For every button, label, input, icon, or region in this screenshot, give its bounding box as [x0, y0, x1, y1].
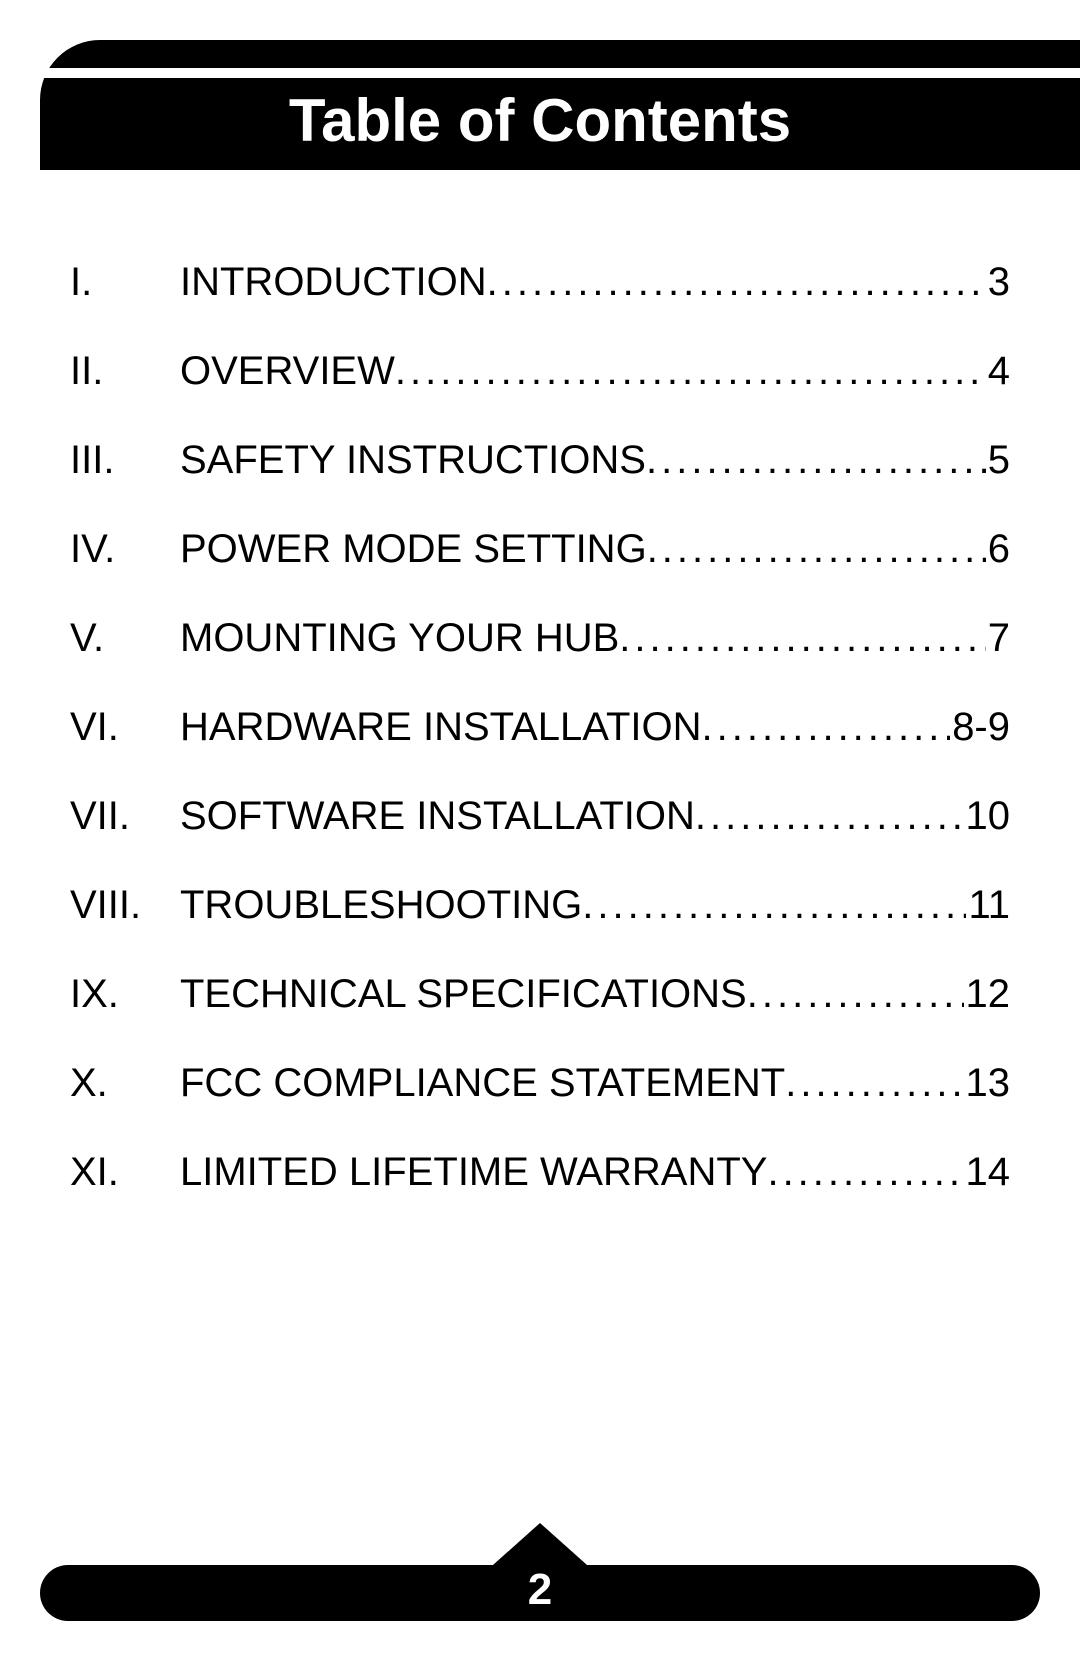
toc-leader [767, 1150, 963, 1195]
toc-numeral: III. [70, 438, 180, 483]
toc-leader [646, 438, 986, 483]
toc-entry: VIII. TROUBLESHOOTING 11 [70, 883, 1010, 928]
toc-entry: X. FCC COMPLIANCE STATEMENT 13 [70, 1061, 1010, 1106]
toc-title: INTRODUCTION [180, 260, 487, 305]
toc-numeral: VI. [70, 705, 180, 750]
toc-page: 11 [966, 883, 1010, 928]
toc-page: 10 [964, 794, 1011, 839]
toc-title: SOFTWARE INSTALLATION [180, 794, 695, 839]
toc-page: 13 [964, 1061, 1011, 1106]
toc-title: POWER MODE SETTING [180, 527, 647, 572]
toc-numeral: X. [70, 1061, 180, 1106]
toc-leader [487, 260, 986, 305]
toc-numeral: VIII. [70, 883, 180, 928]
toc-numeral: VII. [70, 794, 180, 839]
toc-page: 5 [986, 438, 1010, 483]
toc-entry: IX. TECHNICAL SPECIFICATIONS 12 [70, 972, 1010, 1017]
toc-numeral: IV. [70, 527, 180, 572]
toc-title: TROUBLESHOOTING [180, 883, 582, 928]
toc-entry: I. INTRODUCTION 3 [70, 260, 1010, 305]
toc-title: SAFETY INSTRUCTIONS [180, 438, 646, 483]
toc-list: I. INTRODUCTION 3 II. OVERVIEW 4 III. SA… [70, 260, 1010, 1239]
page-title: Table of Contents [0, 86, 1080, 155]
toc-leader [702, 705, 951, 750]
toc-title: HARDWARE INSTALLATION [180, 705, 702, 750]
toc-title: OVERVIEW [180, 349, 395, 394]
toc-title: MOUNTING YOUR HUB [180, 616, 619, 661]
toc-numeral: XI. [70, 1150, 180, 1195]
toc-page: 4 [986, 349, 1010, 394]
toc-entry: III. SAFETY INSTRUCTIONS 5 [70, 438, 1010, 483]
toc-title: LIMITED LIFETIME WARRANTY [180, 1150, 767, 1195]
toc-numeral: I. [70, 260, 180, 305]
toc-numeral: V. [70, 616, 180, 661]
header-stripe [40, 68, 1080, 78]
toc-numeral: IX. [70, 972, 180, 1017]
toc-leader [619, 616, 985, 661]
toc-page: 12 [964, 972, 1011, 1017]
page-number: 2 [0, 1565, 1080, 1615]
toc-leader [582, 883, 966, 928]
toc-page: 7 [986, 616, 1010, 661]
toc-page: 6 [986, 527, 1010, 572]
toc-leader [785, 1061, 963, 1106]
toc-leader [647, 527, 986, 572]
toc-entry: IV. POWER MODE SETTING 6 [70, 527, 1010, 572]
toc-entry: XI. LIMITED LIFETIME WARRANTY 14 [70, 1150, 1010, 1195]
toc-entry: V. MOUNTING YOUR HUB 7 [70, 616, 1010, 661]
toc-leader [395, 349, 986, 394]
toc-leader [695, 794, 964, 839]
toc-page: 14 [964, 1150, 1011, 1195]
toc-page: 3 [986, 260, 1010, 305]
toc-leader [747, 972, 964, 1017]
toc-entry: VI. HARDWARE INSTALLATION 8-9 [70, 705, 1010, 750]
toc-page: 8-9 [950, 705, 1010, 750]
toc-numeral: II. [70, 349, 180, 394]
toc-title: FCC COMPLIANCE STATEMENT [180, 1061, 785, 1106]
toc-title: TECHNICAL SPECIFICATIONS [180, 972, 747, 1017]
toc-entry: VII. SOFTWARE INSTALLATION 10 [70, 794, 1010, 839]
toc-entry: II. OVERVIEW 4 [70, 349, 1010, 394]
